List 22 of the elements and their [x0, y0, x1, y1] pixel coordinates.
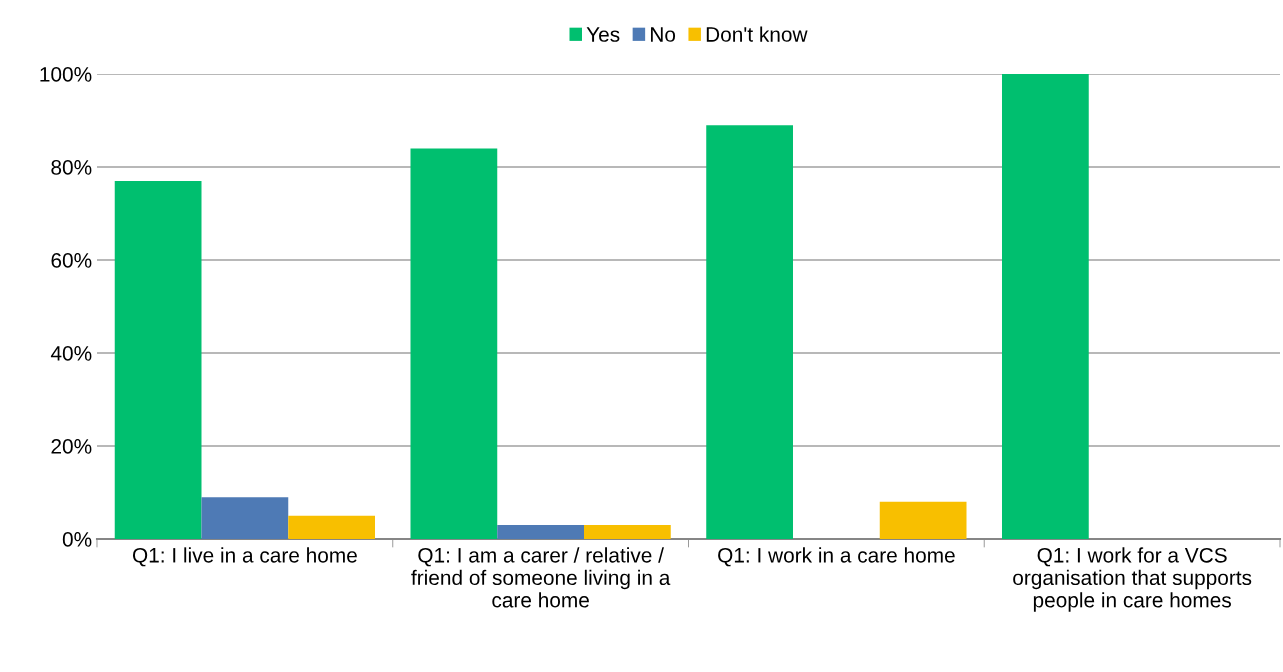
y-tick-label: 80% — [51, 160, 92, 175]
bar — [879, 501, 967, 539]
bar — [497, 525, 584, 539]
y-tick-label: 40% — [50, 346, 92, 361]
legend-label: No — [651, 27, 676, 42]
x-tick-label: Q1: I work in a care home — [718, 547, 955, 567]
x-tick-label: Q1: I am a carer / relative / friend of someone living in a care home — [411, 547, 671, 608]
y-tick-label: 60% — [51, 253, 92, 268]
bar — [584, 525, 671, 539]
y-tick-label: 0% — [62, 532, 92, 547]
bar — [114, 180, 202, 539]
bar — [201, 497, 289, 539]
y-tick-label: 100% — [40, 67, 92, 82]
bar — [410, 148, 498, 539]
x-tick-label: Q1: I live in a care home — [132, 547, 357, 567]
bar — [706, 125, 793, 539]
legend-label: Don't know — [706, 26, 808, 42]
bar — [1001, 74, 1089, 539]
y-tick-label: 20% — [51, 439, 92, 454]
x-tick-label: Q1: I work for a VCS organisation that supports people in care homes — [1013, 547, 1252, 612]
legend-label: Yes — [586, 27, 620, 42]
bar — [288, 515, 375, 539]
